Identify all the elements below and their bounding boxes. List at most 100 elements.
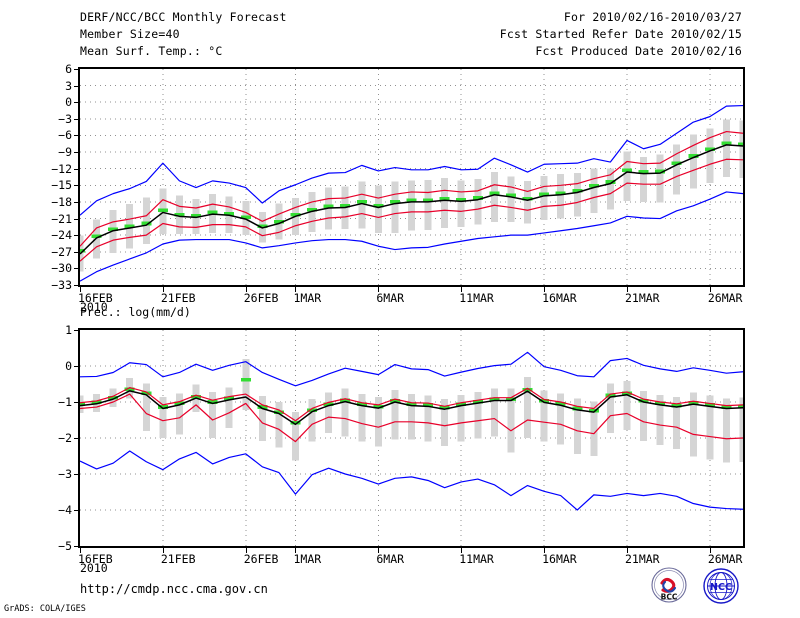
temp-y-tick: −33 (51, 278, 72, 292)
fcst-started-label: Fcst Started Refer Date 2010/02/15 (499, 27, 742, 41)
temp-x-axis-year: 2010 (80, 300, 108, 314)
prec-x-tick: 16FEB (78, 552, 113, 566)
surface-temperature-chart (78, 67, 745, 287)
temp-y-tick: −30 (51, 261, 72, 276)
prec-y-tick: 0 (65, 359, 72, 373)
temp-y-tick: −9 (58, 145, 72, 160)
prec-x-tick: 21FEB (160, 552, 196, 566)
temp-x-tick: 16FEB (78, 291, 113, 305)
temp-x-tick: 1MAR (293, 291, 322, 305)
temp-y-tickmark (74, 85, 79, 87)
prec-x-axis-year: 2010 (80, 561, 108, 575)
prec-x-tick: 6MAR (376, 552, 405, 566)
prec-y-tickmark (74, 546, 79, 547)
prec-y-tick: −4 (58, 503, 72, 517)
svg-text:BCC: BCC (661, 593, 678, 602)
prec-x-tickmark (461, 548, 463, 553)
prec-y-tickmark (74, 366, 79, 367)
prec-y-tickmark (74, 474, 79, 475)
prec-y-tick: −3 (58, 467, 72, 481)
temp-y-tickmark (74, 268, 79, 270)
temp-x-tick: 21MAR (624, 291, 660, 305)
temp-x-tickmark (544, 287, 546, 292)
temp-y-tickmark (74, 251, 79, 253)
prec-plot-frame (78, 328, 745, 548)
temp-x-tick: 26FEB (243, 291, 279, 305)
temp-x-tick: 6MAR (376, 291, 405, 305)
fcst-produced-label: Fcst Produced Date 2010/02/16 (535, 44, 742, 58)
prec-axis-title: Prec.: log(mm/d) (80, 305, 191, 319)
prec-x-tickmark (162, 548, 164, 553)
svg-text:NCC: NCC (710, 582, 732, 593)
prec-x-tickmark (80, 548, 81, 553)
prec-y-tick: 1 (65, 323, 72, 337)
prec-y-tick: −5 (58, 539, 72, 553)
forecast-period-label: For 2010/02/16-2010/03/27 (563, 10, 742, 24)
temp-y-tickmark (74, 168, 79, 170)
prec-x-tickmark (626, 548, 628, 553)
temp-y-tickmark (74, 69, 79, 70)
logo-group: BCC NCC (645, 566, 755, 608)
precipitation-plot (78, 330, 745, 546)
temp-y-tickmark (74, 185, 79, 187)
prec-y-tick: −2 (58, 431, 72, 445)
temp-x-tick: 11MAR (459, 291, 494, 305)
temp-y-tick: −3 (58, 111, 72, 126)
prec-x-tickmark (709, 548, 711, 553)
prec-x-tick: 11MAR (459, 552, 494, 566)
prec-x-tickmark (295, 548, 297, 553)
temp-x-tick: 16MAR (542, 291, 577, 305)
prec-x-tickmark (544, 548, 546, 553)
temp-y-tick: −12 (51, 161, 72, 176)
surface-temperature-plot (78, 69, 745, 285)
temp-y-tickmark (74, 218, 79, 220)
temp-y-tickmark (74, 201, 79, 203)
temp-y-tickmark (74, 285, 79, 286)
temp-x-tickmark (162, 287, 164, 292)
prec-x-tickmark (378, 548, 380, 553)
temp-y-tick: −24 (51, 228, 72, 243)
temp-y-tick: 3 (65, 78, 72, 93)
prec-x-tickmark (245, 548, 247, 553)
temp-y-tick: −27 (51, 244, 72, 259)
prec-y-tick: −1 (58, 395, 72, 409)
grads-credit: GrADS: COLA/IGES (4, 604, 86, 614)
prec-y-tickmark (74, 510, 79, 511)
temp-y-tickmark (74, 102, 79, 104)
temp-y-tickmark (74, 235, 79, 237)
page-title: DERF/NCC/BCC Monthly Forecast (80, 10, 287, 24)
temp-y-tick: −18 (51, 194, 72, 209)
prec-x-tick: 21MAR (624, 552, 660, 566)
bcc-logo-icon: BCC (651, 567, 687, 603)
prec-y-tickmark (74, 330, 79, 331)
agency-logos: BCC NCC (651, 567, 739, 604)
temp-x-tick: 26MAR (707, 291, 743, 305)
prec-x-tick: 16MAR (542, 552, 577, 566)
temp-x-tickmark (378, 287, 380, 292)
prec-x-tick: 26MAR (707, 552, 743, 566)
member-size-label: Member Size=40 (80, 27, 180, 41)
prec-y-tickmark (74, 438, 79, 439)
temp-y-tick: −15 (51, 178, 72, 193)
temp-y-tick: 0 (65, 95, 72, 110)
temp-x-tickmark (295, 287, 297, 292)
prec-y-tickmark (74, 402, 79, 403)
prec-x-tick: 1MAR (293, 552, 322, 566)
temp-y-tick: −21 (51, 211, 72, 226)
temp-x-tick: 21FEB (160, 291, 196, 305)
precipitation-chart (78, 328, 745, 548)
temp-plot-frame (78, 67, 745, 287)
prec-x-tick: 26FEB (243, 552, 279, 566)
temp-y-tickmark (74, 118, 79, 120)
ncc-logo-icon: NCC (703, 568, 739, 604)
temp-x-tickmark (80, 287, 81, 292)
source-url[interactable]: http://cmdp.ncc.cma.gov.cn (80, 582, 268, 596)
temp-y-tick: −6 (58, 128, 72, 143)
temp-x-tickmark (245, 287, 247, 292)
temp-x-tickmark (626, 287, 628, 292)
temp-axis-title: Mean Surf. Temp.: °C (80, 44, 223, 58)
temp-y-tickmark (74, 152, 79, 154)
temp-x-tickmark (461, 287, 463, 292)
temp-x-tickmark (709, 287, 711, 292)
